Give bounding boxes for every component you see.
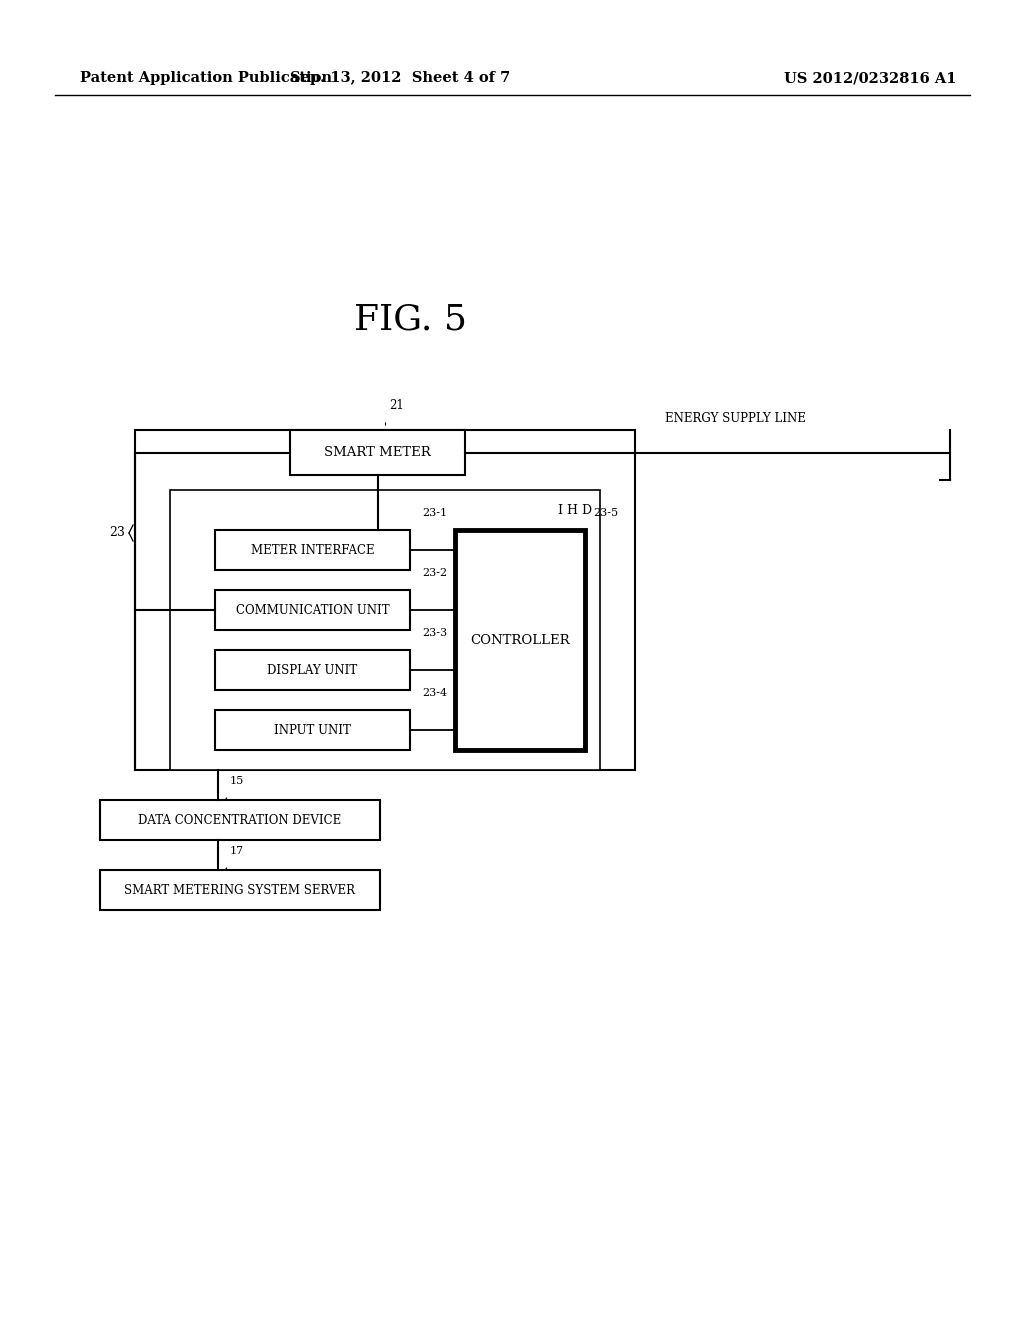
Text: Sep. 13, 2012  Sheet 4 of 7: Sep. 13, 2012 Sheet 4 of 7 <box>290 71 510 84</box>
Bar <box>215 649 410 690</box>
Text: METER INTERFACE: METER INTERFACE <box>251 544 375 557</box>
Text: FIG. 5: FIG. 5 <box>353 304 467 337</box>
Text: SMART METER: SMART METER <box>325 446 431 459</box>
Bar <box>455 531 585 750</box>
Text: 23: 23 <box>110 527 125 540</box>
Text: 23-5: 23-5 <box>593 508 618 517</box>
Bar <box>215 531 410 570</box>
Text: COMMUNICATION UNIT: COMMUNICATION UNIT <box>236 603 389 616</box>
Text: 15: 15 <box>229 776 244 785</box>
Text: 23-3: 23-3 <box>422 628 447 638</box>
Text: ENERGY SUPPLY LINE: ENERGY SUPPLY LINE <box>665 412 806 425</box>
Text: DATA CONCENTRATION DEVICE: DATA CONCENTRATION DEVICE <box>138 813 342 826</box>
Text: I H D: I H D <box>558 504 592 517</box>
Bar <box>100 800 380 840</box>
Text: INPUT UNIT: INPUT UNIT <box>274 723 351 737</box>
Bar <box>215 590 410 630</box>
Bar <box>100 870 380 909</box>
Text: DISPLAY UNIT: DISPLAY UNIT <box>267 664 357 676</box>
Text: SMART METERING SYSTEM SERVER: SMART METERING SYSTEM SERVER <box>125 883 355 896</box>
Text: 23-2: 23-2 <box>422 568 447 578</box>
Bar <box>215 710 410 750</box>
Text: 21: 21 <box>389 399 404 412</box>
Bar <box>170 490 600 770</box>
Bar <box>135 430 635 770</box>
Text: US 2012/0232816 A1: US 2012/0232816 A1 <box>783 71 956 84</box>
Text: 23-1: 23-1 <box>422 508 447 517</box>
Bar <box>290 430 465 475</box>
Text: CONTROLLER: CONTROLLER <box>470 634 569 647</box>
Text: Patent Application Publication: Patent Application Publication <box>80 71 332 84</box>
Text: 23-4: 23-4 <box>422 688 447 698</box>
Text: 17: 17 <box>229 846 244 855</box>
